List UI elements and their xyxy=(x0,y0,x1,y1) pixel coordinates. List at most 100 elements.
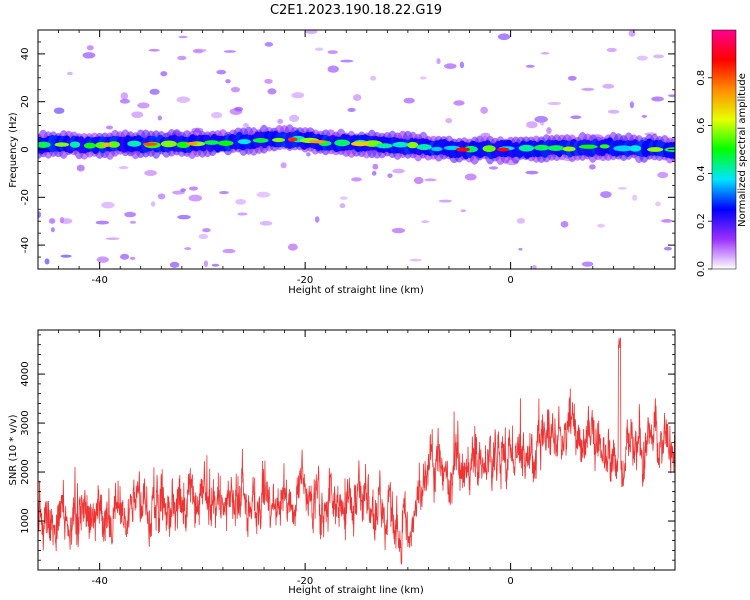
noise-blob xyxy=(264,78,273,84)
snr-line-area xyxy=(38,337,675,565)
noise-blob xyxy=(339,203,346,209)
ridge-core xyxy=(54,142,70,147)
ridge-core xyxy=(83,142,96,149)
ridge-core xyxy=(534,144,550,151)
ridge-core xyxy=(647,147,664,152)
noise-blob xyxy=(38,211,42,218)
y-tick-label: -20 xyxy=(20,189,31,205)
ridge-core xyxy=(599,144,610,149)
noise-blob xyxy=(216,69,227,75)
noise-blob xyxy=(124,211,137,218)
noise-blob xyxy=(655,201,661,207)
noise-blob xyxy=(525,170,539,175)
noise-blob xyxy=(211,111,223,119)
noise-blob xyxy=(211,263,220,267)
noise-blob xyxy=(277,118,284,124)
ridge-core xyxy=(334,139,351,147)
y-tick-label: 1000 xyxy=(20,508,31,533)
noise-blob xyxy=(600,191,612,198)
y-tick-label: 4000 xyxy=(20,361,31,386)
noise-blob xyxy=(657,171,669,179)
noise-blob xyxy=(532,265,537,269)
noise-blob xyxy=(44,258,50,265)
noise-blob xyxy=(597,223,605,228)
colorbar-tick-label: 0.6 xyxy=(696,118,707,134)
noise-blob xyxy=(237,212,248,216)
noise-blob xyxy=(651,96,664,102)
noise-blob xyxy=(48,218,56,224)
noise-blob xyxy=(424,178,437,182)
noise-blob xyxy=(177,214,191,220)
noise-blob xyxy=(192,48,207,53)
ridge-peak xyxy=(287,137,298,142)
noise-blob xyxy=(150,201,156,207)
y-tick-label: 3000 xyxy=(20,410,31,435)
noise-blob xyxy=(525,64,535,68)
noise-blob xyxy=(421,220,430,224)
noise-blob xyxy=(119,98,130,104)
ridge-core xyxy=(578,144,598,149)
noise-blob xyxy=(177,55,187,61)
spectrogram-heatmap xyxy=(38,30,675,269)
colorbar: 0.0 0.2 0.4 0.6 0.8 Normalized spectral ampl… xyxy=(696,29,748,277)
noise-blob xyxy=(352,94,362,101)
y-tick-label: -40 xyxy=(20,237,31,253)
noise-blob xyxy=(243,123,249,128)
figure-title: C2E1.2023.190.18.22.G19 xyxy=(270,3,442,18)
noise-blob xyxy=(453,100,465,106)
noise-blob xyxy=(184,247,192,251)
noise-blob xyxy=(203,260,209,268)
colorbar-axes: 0.0 0.2 0.4 0.6 0.8 xyxy=(696,70,712,277)
noise-blob xyxy=(148,48,160,52)
noise-blob xyxy=(419,76,427,80)
noise-blob xyxy=(668,94,675,98)
noise-blob xyxy=(403,97,415,104)
spectrogram-panel: -40 -20 0 -40 -20 0 20 40 Height of straight li… xyxy=(8,29,676,296)
snr-panel: -40 -20 0 1000 2000 3000 4000 Height of straig… xyxy=(8,329,676,596)
ridge-peak xyxy=(350,141,370,147)
noise-blob xyxy=(120,92,129,100)
ridge-peak xyxy=(142,142,158,146)
noise-blob xyxy=(516,218,526,224)
noise-blob xyxy=(223,50,237,53)
noise-blob xyxy=(188,186,199,191)
noise-blob xyxy=(526,121,538,129)
colorbar-tick-label: 0.8 xyxy=(696,70,707,86)
noise-blob xyxy=(347,107,356,112)
noise-blob xyxy=(602,83,615,89)
x-tick-label: -20 xyxy=(297,275,313,286)
y-tick-label: 2000 xyxy=(20,459,31,484)
noise-blob xyxy=(82,52,96,59)
ridge-core xyxy=(416,144,432,151)
ridge-core xyxy=(217,140,234,147)
noise-blob xyxy=(291,92,305,99)
noise-blob xyxy=(653,54,664,59)
noise-blob xyxy=(387,173,393,178)
y-tick-label: 40 xyxy=(20,48,31,61)
noise-blob xyxy=(229,108,243,116)
spectrogram-x-axis-label: Height of straight line (km) xyxy=(288,285,424,296)
noise-blob xyxy=(129,220,137,224)
ridge-core xyxy=(547,145,565,151)
noise-blob xyxy=(560,220,569,228)
noise-blob xyxy=(327,50,338,55)
snr-series-line xyxy=(38,337,675,565)
noise-blob xyxy=(53,107,65,114)
colorbar-tick-label: 0.0 xyxy=(696,261,707,277)
ridge-core xyxy=(376,143,393,149)
snr-frame xyxy=(37,329,676,571)
ridge-peak xyxy=(497,147,510,152)
ridge-core xyxy=(252,138,269,143)
ridge-core xyxy=(431,146,443,152)
noise-blob xyxy=(222,248,236,254)
noise-blob xyxy=(371,170,377,176)
noise-blob xyxy=(641,114,648,118)
ridge-core xyxy=(482,145,496,153)
y-tick-label: 0 xyxy=(20,146,31,152)
ridge-core xyxy=(518,144,535,152)
noise-blob xyxy=(287,243,298,251)
snr-plot-area xyxy=(38,330,675,570)
noise-blob xyxy=(413,176,424,185)
noise-blob xyxy=(306,152,311,157)
